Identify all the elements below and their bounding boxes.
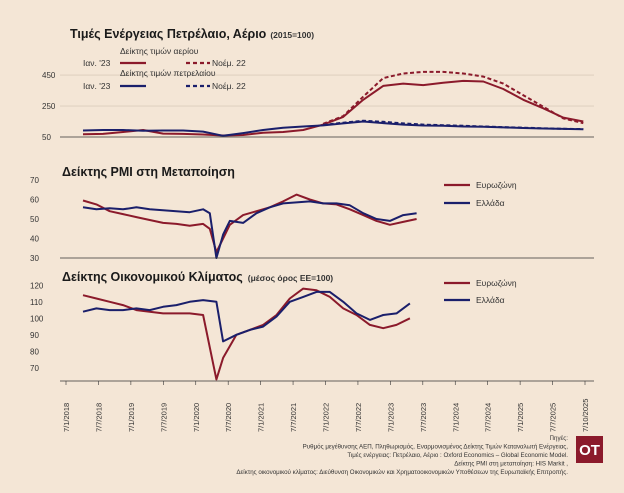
panel1-series-line-1 <box>322 70 584 125</box>
x-tick-label-7: 7/7/2021 <box>289 403 298 432</box>
legend-oil-nov: Νοέμ. 22 <box>212 81 246 91</box>
legend-gas-title: Δείκτης τιμών αερίου <box>120 46 199 56</box>
panel3-legend-ez: Ευρωζώνη <box>476 278 517 288</box>
panel1-title: Τιμές Ενέργειας Πετρέλαιο, Αέριο (2015=10… <box>70 27 314 41</box>
source-line-1: Ρυθμός μεγέθυνσης ΑΕΠ, Πληθωρισμός, Εναρ… <box>303 444 569 451</box>
panel2-legend: Ευρωζώνη Ελλάδα <box>444 180 517 208</box>
x-tick-label-0: 7/1/2018 <box>62 403 71 432</box>
panel3-title: Δείκτης Οικονομικού Κλίματος (μέσος όρος … <box>62 270 333 284</box>
panel2-y-ticks: 30 40 50 60 70 <box>30 176 39 263</box>
panel3-ytick-1: 80 <box>30 347 39 356</box>
x-tick-label-6: 7/1/2021 <box>257 403 266 432</box>
x-tick-label-8: 7/1/2022 <box>322 403 331 432</box>
legend-gas-jan: Ιαν. '23 <box>83 58 111 68</box>
x-tick-label-10: 7/1/2023 <box>386 403 395 432</box>
panel1-ytick-2: 450 <box>42 71 56 80</box>
x-tick-label-3: 7/7/2019 <box>159 403 168 432</box>
panel2-series <box>82 193 417 259</box>
x-tick-label-15: 7/7/2025 <box>549 403 558 432</box>
x-axis-labels: 7/1/2018 7/7/2018 7/1/2019 7/7/2019 7/1/2020… <box>62 381 590 432</box>
source-line-4: Δείκτης οικονομικού κλίματος: Διεύθυνση … <box>236 469 568 476</box>
panel3-series-line-0 <box>82 287 411 381</box>
legend-oil-title: Δείκτης τιμών πετρελαίου <box>120 68 216 78</box>
x-tick-label-16: 7/10/2025 <box>581 399 590 432</box>
panel2-series-line-0 <box>82 193 417 254</box>
x-tick-label-1: 7/7/2018 <box>94 403 103 432</box>
panel2-title: Δείκτης PMI στη Μεταποίηση <box>62 165 235 179</box>
ot-logo: OT <box>576 436 603 463</box>
panel3-series-line-1 <box>82 290 411 343</box>
x-tick-label-9: 7/7/2022 <box>354 403 363 432</box>
panel3-legend: Ευρωζώνη Ελλάδα <box>444 278 517 305</box>
x-tick-label-11: 7/7/2023 <box>419 403 428 432</box>
panel3-series <box>82 287 411 381</box>
x-tick-label-12: 7/1/2024 <box>451 403 460 432</box>
panel3-legend-gr: Ελλάδα <box>476 295 505 305</box>
panel2-series-line-1 <box>82 200 417 259</box>
panel1-ytick-0: 50 <box>42 133 51 142</box>
source-line-0: Πηγές: <box>550 435 569 442</box>
panel3-y-ticks: 70 80 90 100 110 120 <box>30 281 44 373</box>
panel3-ytick-0: 70 <box>30 364 39 373</box>
panel3-ytick-5: 120 <box>30 281 44 290</box>
panel1-ytick-1: 250 <box>42 102 56 111</box>
x-tick-label-13: 7/7/2024 <box>484 403 493 432</box>
source-line-3: Δείκτης PMI στη μεταποίηση: HIS Markit , <box>454 461 568 468</box>
source-line-2: Τιμές ενέργειας: Πετρέλαιο, Αέριο : Oxfo… <box>347 452 568 459</box>
panel2-ytick-2: 50 <box>30 215 39 224</box>
panel2-legend-ez: Ευρωζώνη <box>476 180 517 190</box>
legend-gas-nov: Νοέμ. 22 <box>212 58 246 68</box>
panel2-ytick-4: 70 <box>30 176 39 185</box>
x-tick-label-2: 7/1/2019 <box>127 403 136 432</box>
panel1-series <box>82 70 584 137</box>
panel3-ytick-3: 100 <box>30 314 44 323</box>
panel3-ytick-4: 110 <box>30 298 43 307</box>
panel3-ytick-2: 90 <box>30 331 39 340</box>
panel1-y-ticks: 50 250 450 <box>42 71 56 142</box>
panel1-series-line-3 <box>323 119 584 131</box>
x-tick-label-14: 7/1/2025 <box>516 403 525 432</box>
panel1-legend: Δείκτης τιμών αερίου Ιαν. '23 Νοέμ. 22 Δ… <box>83 46 246 91</box>
panel1-gridlines <box>60 74 594 107</box>
x-tick-label-5: 7/7/2020 <box>224 403 233 432</box>
legend-oil-jan: Ιαν. '23 <box>83 81 111 91</box>
source-notes: Πηγές: Ρυθμός μεγέθυνσης ΑΕΠ, Πληθωρισμός… <box>236 435 568 476</box>
ot-logo-box <box>576 436 603 463</box>
panel2-legend-gr: Ελλάδα <box>476 198 505 208</box>
ot-logo-text: OT <box>579 442 600 459</box>
panel2-ytick-3: 60 <box>30 196 39 205</box>
panel2-ytick-0: 30 <box>30 254 39 263</box>
panel2-ytick-1: 40 <box>30 235 39 244</box>
x-tick-label-4: 7/1/2020 <box>192 403 201 432</box>
